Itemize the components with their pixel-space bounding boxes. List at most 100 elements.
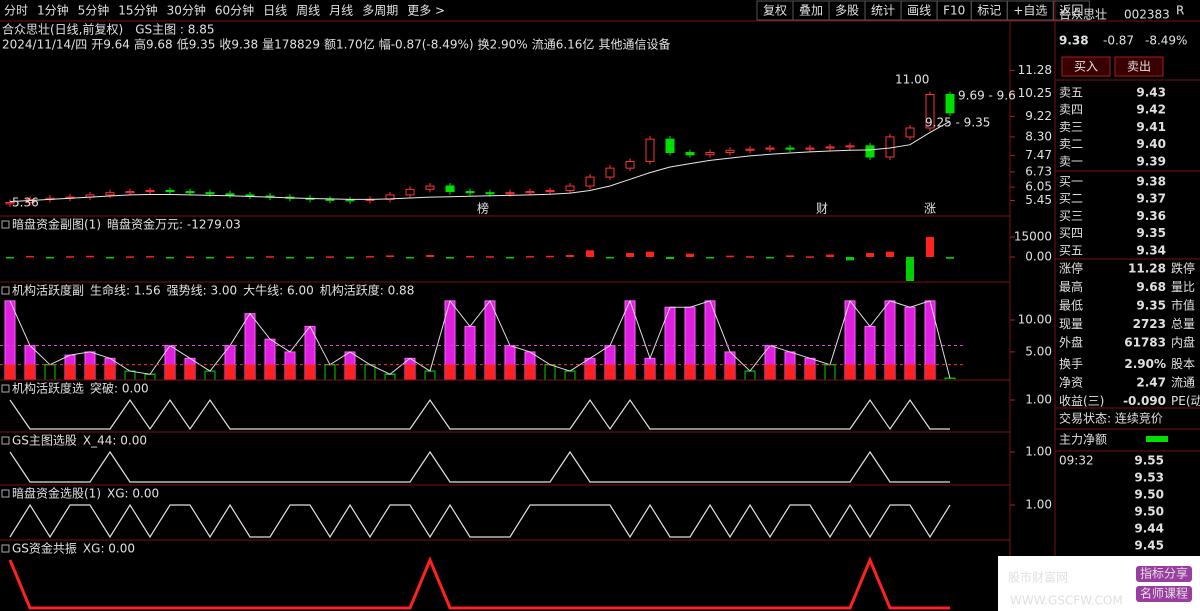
fund-bar [6, 257, 14, 259]
period-tab[interactable]: 15分钟 [118, 3, 157, 18]
signal-line [9, 398, 950, 431]
candle [825, 146, 835, 149]
tool-button[interactable]: 叠加 [799, 4, 823, 18]
activity-base [465, 364, 475, 380]
y-tick-label: 10.00 [1018, 313, 1052, 327]
activity-base [445, 364, 455, 380]
stock-name: 合众思壮 [1059, 7, 1107, 22]
stat-next-label: 流通 [1171, 376, 1195, 390]
activity-base [805, 364, 815, 380]
fund-bar [946, 257, 954, 259]
info-item: 收9.38 [219, 38, 258, 52]
tool-button[interactable]: 多股 [835, 4, 859, 18]
candle [805, 147, 815, 150]
trade-button[interactable] [1114, 56, 1164, 77]
candle [785, 147, 795, 150]
stat-value: 2.47 [1136, 376, 1166, 390]
tool-button[interactable]: 标记 [977, 4, 1001, 18]
info-item: 开9.64 [91, 38, 130, 52]
y-tick-label: 9.22 [1025, 109, 1052, 123]
fund-bar [786, 255, 794, 257]
fund-bar [826, 254, 834, 257]
fund-bar [506, 257, 514, 259]
period-tab[interactable]: 5分钟 [78, 3, 110, 18]
trade-button-label[interactable]: 卖出 [1127, 60, 1151, 74]
fund-bar [546, 255, 554, 258]
activity-base [25, 364, 35, 380]
candle [525, 191, 535, 194]
candle [545, 189, 555, 193]
book-price: 9.35 [1136, 226, 1166, 240]
candle [205, 192, 215, 195]
fund-bar [606, 257, 614, 259]
tool-button[interactable]: 画线 [907, 4, 931, 18]
fund-bar [186, 256, 194, 258]
fund-bar [686, 253, 694, 257]
trade-button[interactable] [1061, 56, 1111, 77]
panel-icon [1, 489, 10, 498]
activity-base [245, 364, 255, 380]
candle [445, 185, 455, 193]
candle [605, 167, 615, 178]
chart-title: 合众思壮(日线,前复权) [2, 22, 123, 37]
activity-base [645, 364, 655, 380]
y-tick-label: 6.73 [1025, 164, 1052, 178]
tool-button[interactable]: 返回 [1059, 4, 1083, 18]
tool-button[interactable]: 统计 [871, 4, 895, 18]
panel-title: 暗盘资金选股(1) [12, 486, 101, 501]
fund-bar [266, 256, 274, 258]
trade-button-label[interactable]: 买入 [1074, 60, 1098, 74]
fund-bar [646, 251, 654, 257]
stat-value: 61783 [1124, 336, 1166, 350]
activity-base [105, 364, 115, 380]
book-label: 卖三 [1059, 120, 1083, 134]
price-change: -0.87 [1103, 34, 1134, 48]
fund-bar [206, 257, 214, 259]
fund-bar [726, 255, 734, 258]
book-label: 买三 [1059, 209, 1083, 223]
candle [685, 152, 695, 156]
y-tick-label: 10.25 [1018, 86, 1052, 100]
candle [645, 138, 655, 162]
candle [505, 192, 515, 195]
stat-next-label: PE(动 [1171, 394, 1200, 408]
candle [5, 202, 15, 205]
fund-bar [366, 256, 374, 258]
fund-bar [106, 257, 114, 259]
candle [665, 138, 675, 154]
activity-base [605, 364, 615, 380]
tool-button[interactable]: +自选 [1013, 4, 1047, 18]
period-tab[interactable]: 1分钟 [37, 3, 69, 18]
fund-bar [226, 256, 234, 259]
book-price: 9.41 [1136, 120, 1166, 134]
fund-bar [666, 257, 674, 259]
period-tab[interactable]: 月线 [329, 4, 353, 18]
period-tab[interactable]: 30分钟 [167, 3, 206, 18]
tool-button-frame [1052, 0, 1090, 21]
fund-bar [526, 256, 534, 258]
fund-bar [406, 257, 414, 259]
info-item: 流通6.16亿 [532, 37, 595, 52]
candle [345, 199, 355, 202]
candle [585, 176, 595, 187]
candle [625, 160, 635, 169]
period-tab[interactable]: 多周期 [362, 4, 398, 18]
y-tick-label: 0.00 [1025, 250, 1052, 264]
book-label: 卖一 [1059, 154, 1083, 168]
candle [705, 152, 715, 156]
period-tab[interactable]: 分时 [4, 4, 28, 18]
price-annotation: 9.25 - 9.35 [925, 116, 990, 130]
period-tab[interactable]: 60分钟 [215, 3, 254, 18]
activity-base [785, 364, 795, 380]
period-tab[interactable]: 更多 > [407, 4, 445, 18]
stat-next-label: 量比 [1171, 280, 1195, 294]
activity-line [9, 299, 951, 379]
activity-base [925, 364, 935, 380]
info-item: 低9.35 [177, 38, 216, 52]
info-item: 其他通信设备 [598, 38, 670, 52]
tool-button[interactable]: F10 [943, 4, 965, 18]
period-tab[interactable]: 周线 [296, 4, 320, 18]
period-tab[interactable]: 日线 [263, 4, 287, 18]
tool-button[interactable]: 复权 [763, 4, 787, 18]
